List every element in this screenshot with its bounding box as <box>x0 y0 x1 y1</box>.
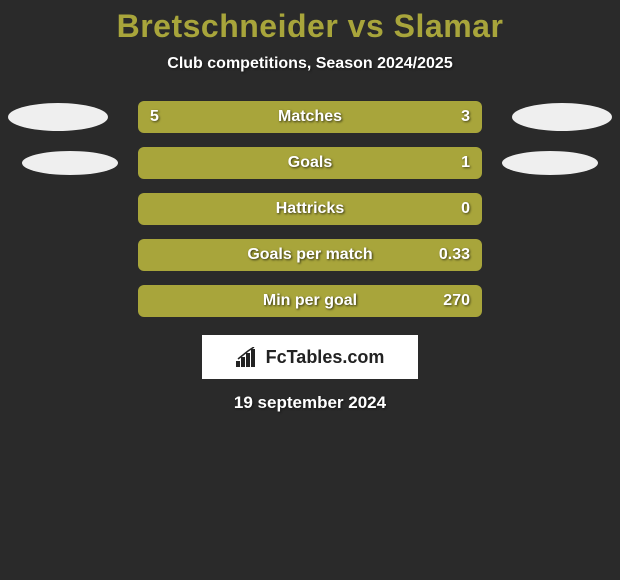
stat-bar: 1Goals <box>138 147 482 179</box>
stat-row: 0.33Goals per match <box>0 239 620 271</box>
left-ellipse-slot <box>8 285 118 317</box>
stat-bar: 270Min per goal <box>138 285 482 317</box>
subtitle: Club competitions, Season 2024/2025 <box>0 55 620 73</box>
stat-bar: 0.33Goals per match <box>138 239 482 271</box>
stat-label: Hattricks <box>138 193 482 225</box>
left-ellipse-slot <box>8 147 118 179</box>
stat-label: Goals <box>138 147 482 179</box>
stat-row: 1Goals <box>0 147 620 179</box>
player-ellipse <box>502 151 598 175</box>
stat-rows: 53Matches 1Goals 0Hattricks 0.33Goals per m… <box>0 101 620 317</box>
stat-row: 270Min per goal <box>0 285 620 317</box>
chart-icon <box>236 347 260 367</box>
stat-label: Matches <box>138 101 482 133</box>
right-ellipse-slot <box>502 285 612 317</box>
logo-text: FcTables.com <box>266 347 385 368</box>
left-ellipse-slot <box>8 101 118 133</box>
stat-bar: 0Hattricks <box>138 193 482 225</box>
stat-bar: 53Matches <box>138 101 482 133</box>
date-text: 19 september 2024 <box>0 393 620 413</box>
player-ellipse <box>512 103 612 131</box>
stat-row: 53Matches <box>0 101 620 133</box>
left-ellipse-slot <box>8 239 118 271</box>
player-ellipse <box>22 151 118 175</box>
left-ellipse-slot <box>8 193 118 225</box>
right-ellipse-slot <box>502 239 612 271</box>
stat-label: Goals per match <box>138 239 482 271</box>
comparison-container: Bretschneider vs Slamar Club competition… <box>0 0 620 413</box>
right-ellipse-slot <box>502 147 612 179</box>
stat-row: 0Hattricks <box>0 193 620 225</box>
right-ellipse-slot <box>502 101 612 133</box>
stat-label: Min per goal <box>138 285 482 317</box>
player-ellipse <box>8 103 108 131</box>
right-ellipse-slot <box>502 193 612 225</box>
logo-box[interactable]: FcTables.com <box>202 335 418 379</box>
page-title: Bretschneider vs Slamar <box>0 8 620 45</box>
